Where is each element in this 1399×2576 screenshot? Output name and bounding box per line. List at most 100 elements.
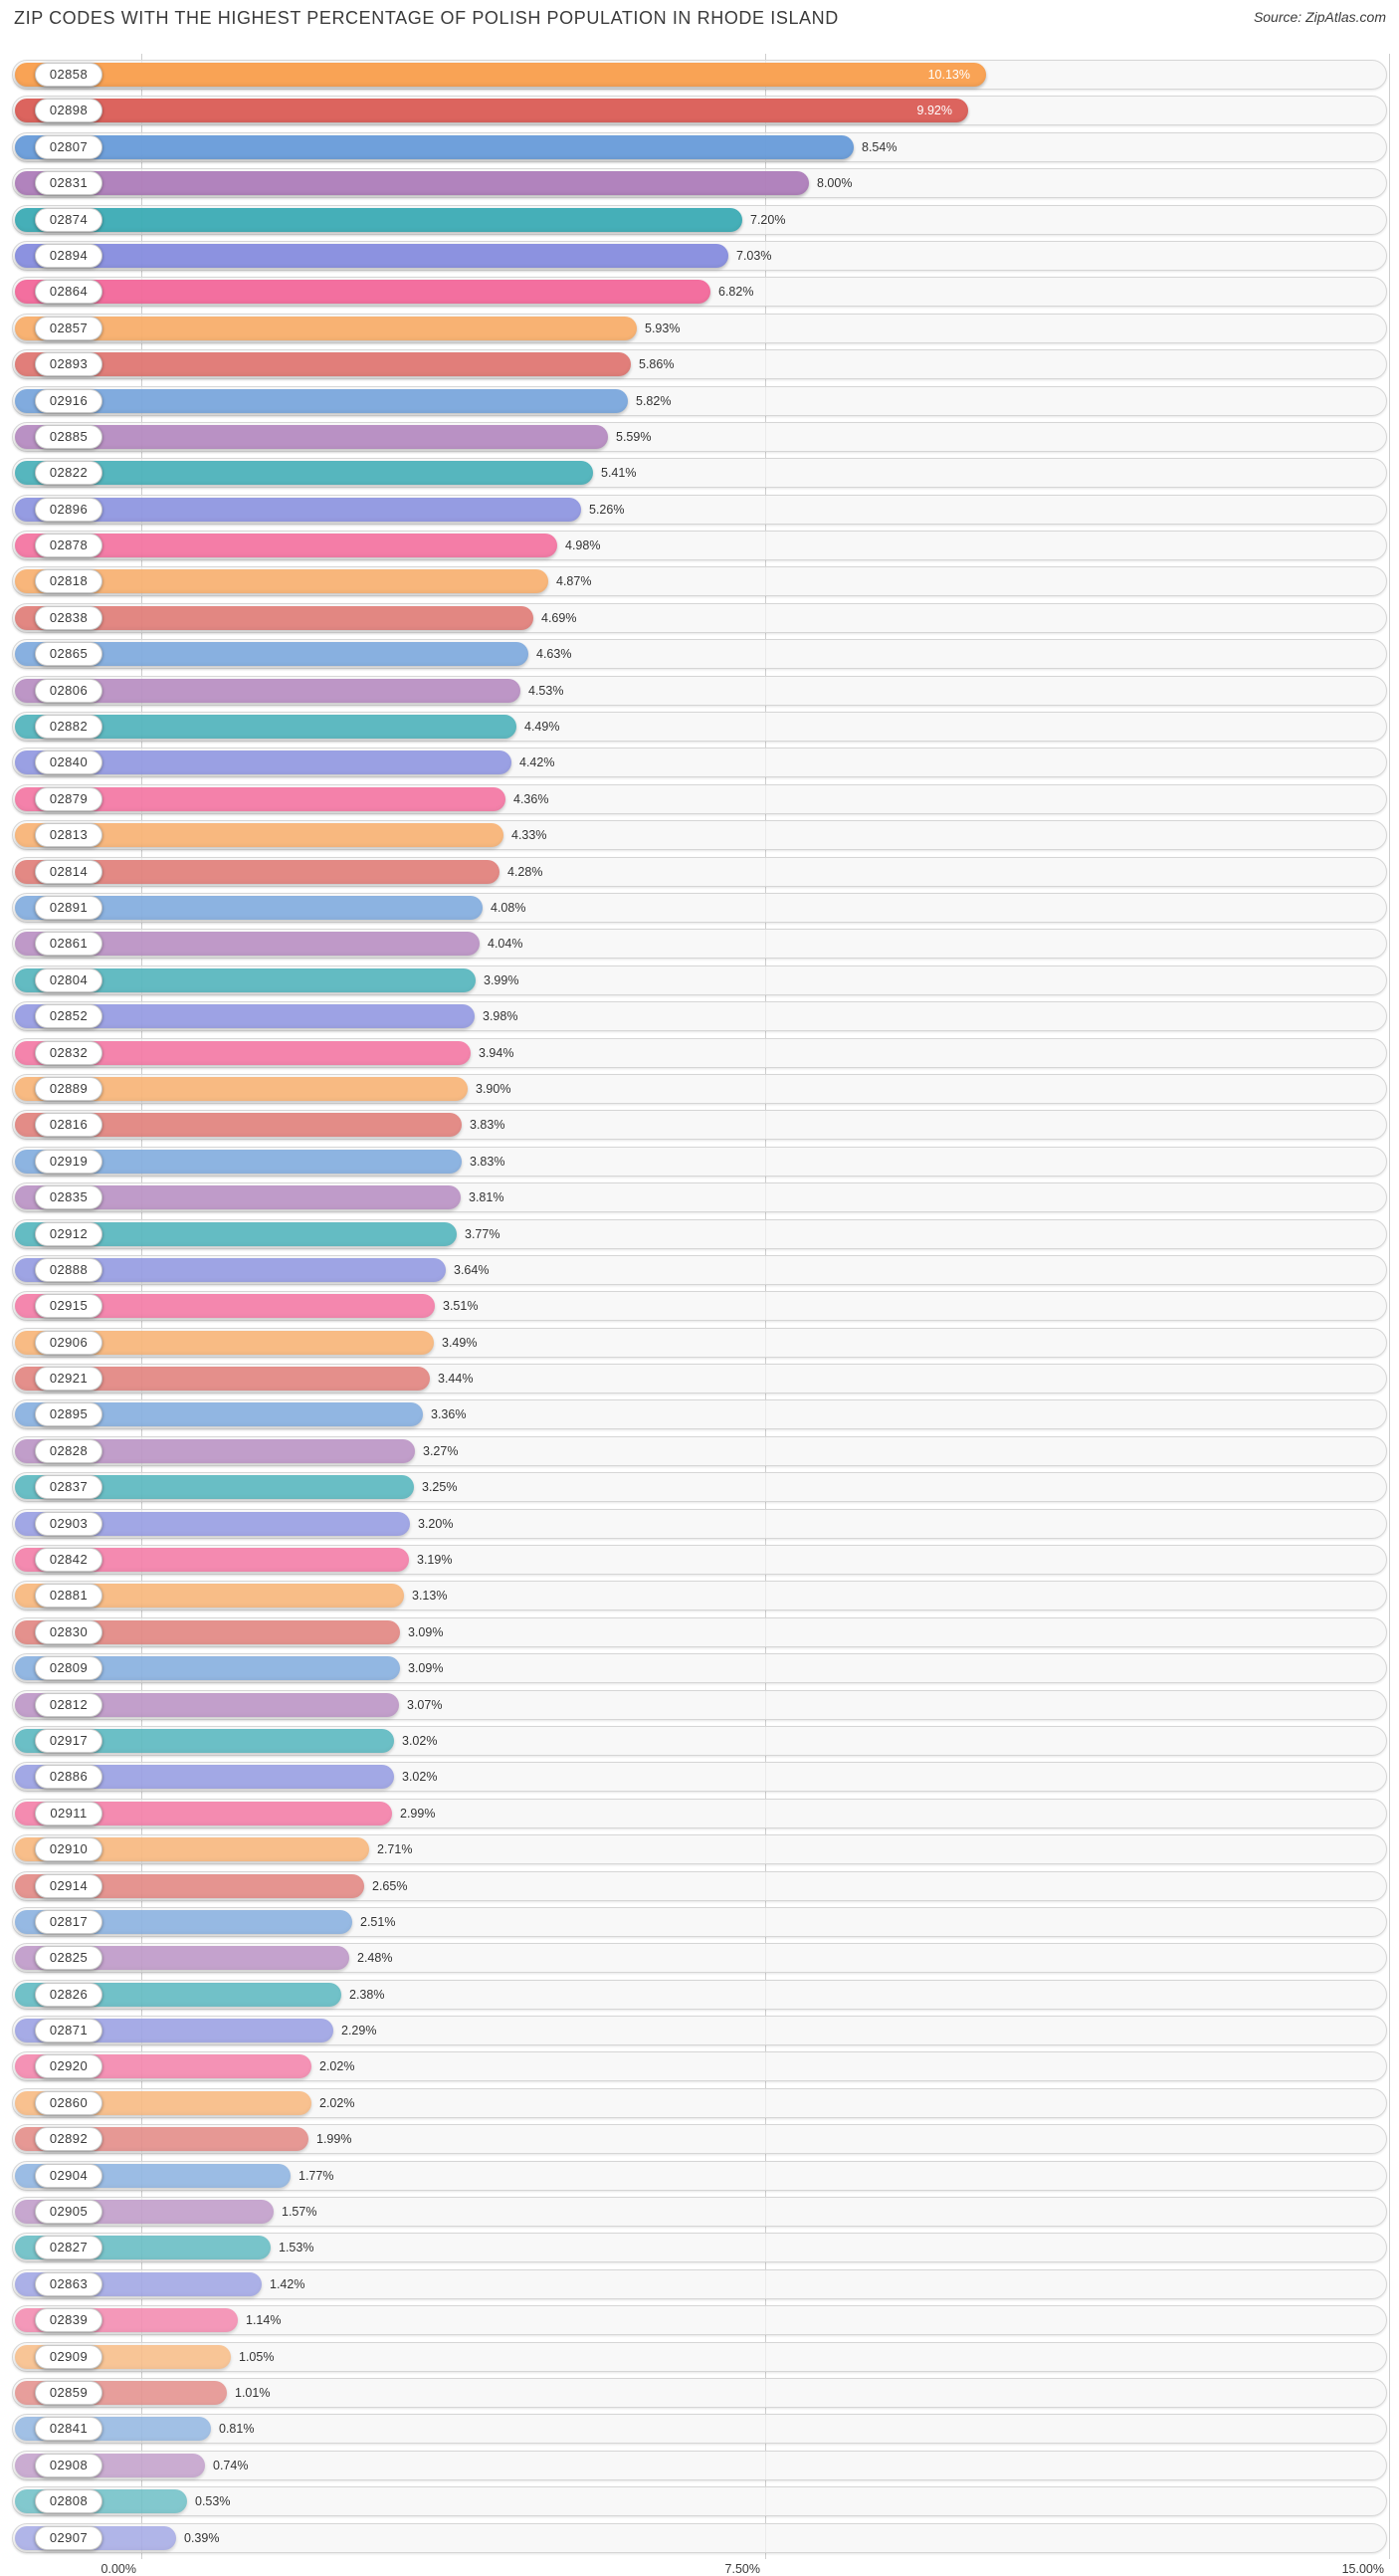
bar-02898[interactable] — [15, 99, 968, 123]
value-label-02914: 2.65% — [372, 1878, 408, 1893]
bar-row-02919: 02919 3.83% — [12, 1146, 1387, 1177]
value-label-02878: 4.98% — [565, 538, 601, 553]
bar-row-02806: 02806 4.53% — [12, 675, 1387, 706]
zip-badge-02863: 02863 — [35, 2271, 102, 2296]
bar-02831[interactable] — [15, 171, 809, 196]
value-label-02896: 5.26% — [589, 502, 625, 517]
bar-02822[interactable] — [15, 461, 593, 486]
zip-badge-02806: 02806 — [35, 678, 102, 703]
zip-badge-02838: 02838 — [35, 605, 102, 630]
source-attribution: Source: ZipAtlas.com — [1253, 9, 1386, 25]
value-label-02891: 4.08% — [491, 900, 526, 915]
bar-row-02832: 02832 3.94% — [12, 1037, 1387, 1068]
value-label-02909: 1.05% — [239, 2349, 275, 2364]
value-label-02871: 2.29% — [341, 2024, 377, 2039]
value-label-02809: 3.09% — [408, 1661, 444, 1676]
zip-badge-02908: 02908 — [35, 2453, 102, 2477]
bar-02874[interactable] — [15, 207, 742, 232]
bar-02818[interactable] — [15, 569, 548, 594]
bar-02896[interactable] — [15, 497, 581, 522]
zip-badge-02828: 02828 — [35, 1438, 102, 1463]
bar-row-02904: 02904 1.77% — [12, 2160, 1387, 2191]
bar-row-02837: 02837 3.25% — [12, 1472, 1387, 1503]
bar-02857[interactable] — [15, 316, 637, 340]
zip-badge-02892: 02892 — [35, 2127, 102, 2152]
bar-row-02804: 02804 3.99% — [12, 965, 1387, 995]
bar-row-02885: 02885 5.59% — [12, 421, 1387, 452]
value-label-02831: 8.00% — [817, 176, 853, 191]
value-label-02911: 2.99% — [400, 1806, 436, 1821]
bar-02916[interactable] — [15, 388, 628, 413]
value-label-02813: 4.33% — [511, 828, 547, 843]
value-label-02916: 5.82% — [636, 393, 672, 408]
bar-row-02831: 02831 8.00% — [12, 168, 1387, 199]
bar-row-02840: 02840 4.42% — [12, 748, 1387, 778]
bar-row-02893: 02893 5.86% — [12, 349, 1387, 380]
zip-badge-02915: 02915 — [35, 1294, 102, 1319]
zip-badge-02818: 02818 — [35, 569, 102, 594]
zip-badge-02864: 02864 — [35, 280, 102, 305]
zip-badge-02825: 02825 — [35, 1946, 102, 1971]
value-label-02858: 10.13% — [927, 68, 970, 82]
value-label-02808: 0.53% — [195, 2494, 231, 2509]
bar-row-02878: 02878 4.98% — [12, 531, 1387, 561]
zip-badge-02879: 02879 — [35, 786, 102, 811]
bar-row-02859: 02859 1.01% — [12, 2378, 1387, 2408]
x-axis-tick-7.50%: 7.50% — [724, 2561, 760, 2576]
zip-badge-02830: 02830 — [35, 1619, 102, 1644]
zip-badge-02827: 02827 — [35, 2236, 102, 2260]
bar-row-02912: 02912 3.77% — [12, 1218, 1387, 1249]
bar-row-02825: 02825 2.48% — [12, 1943, 1387, 1974]
value-label-02864: 6.82% — [718, 285, 754, 300]
value-label-02852: 3.98% — [483, 1009, 518, 1024]
bar-row-02898: 02898 9.92% — [12, 96, 1387, 126]
bar-row-02816: 02816 3.83% — [12, 1110, 1387, 1141]
zip-badge-02842: 02842 — [35, 1548, 102, 1573]
zip-badge-02903: 02903 — [35, 1511, 102, 1536]
value-label-02886: 3.02% — [402, 1770, 438, 1785]
value-label-02841: 0.81% — [219, 2422, 255, 2437]
zip-badge-02859: 02859 — [35, 2381, 102, 2405]
bar-02878[interactable] — [15, 534, 557, 558]
zip-badge-02857: 02857 — [35, 316, 102, 340]
zip-badge-02808: 02808 — [35, 2489, 102, 2514]
zip-badge-02878: 02878 — [35, 534, 102, 558]
zip-badge-02881: 02881 — [35, 1584, 102, 1609]
bar-02893[interactable] — [15, 352, 631, 377]
zip-badge-02865: 02865 — [35, 642, 102, 667]
bar-row-02871: 02871 2.29% — [12, 2016, 1387, 2046]
zip-badge-02895: 02895 — [35, 1402, 102, 1427]
zip-badge-02861: 02861 — [35, 932, 102, 957]
zip-badge-02826: 02826 — [35, 1982, 102, 2007]
zip-badge-02910: 02910 — [35, 1837, 102, 1862]
zip-badge-02889: 02889 — [35, 1076, 102, 1101]
zip-badge-02907: 02907 — [35, 2525, 102, 2550]
value-label-02835: 3.81% — [469, 1190, 504, 1205]
bar-02894[interactable] — [15, 243, 728, 268]
value-label-02839: 1.14% — [246, 2313, 282, 2328]
zip-badge-02893: 02893 — [35, 352, 102, 377]
zip-badge-02886: 02886 — [35, 1765, 102, 1790]
bar-02885[interactable] — [15, 424, 608, 449]
value-label-02804: 3.99% — [484, 972, 519, 987]
value-label-02905: 1.57% — [282, 2205, 317, 2220]
bar-row-02812: 02812 3.07% — [12, 1689, 1387, 1720]
bar-02807[interactable] — [15, 134, 854, 159]
zip-badge-02809: 02809 — [35, 1656, 102, 1681]
value-label-02879: 4.36% — [513, 791, 549, 806]
bar-row-02906: 02906 3.49% — [12, 1327, 1387, 1358]
bar-row-02863: 02863 1.42% — [12, 2268, 1387, 2299]
zip-badge-02858: 02858 — [35, 63, 102, 87]
value-label-02863: 1.42% — [270, 2276, 305, 2291]
bar-row-02852: 02852 3.98% — [12, 1001, 1387, 1032]
zip-badge-02917: 02917 — [35, 1728, 102, 1753]
value-label-02919: 3.83% — [470, 1154, 505, 1169]
value-label-02830: 3.09% — [408, 1624, 444, 1639]
bar-02858[interactable] — [15, 63, 986, 87]
value-label-02817: 2.51% — [360, 1914, 396, 1929]
zip-badge-02916: 02916 — [35, 388, 102, 413]
value-label-02859: 1.01% — [235, 2386, 271, 2400]
value-label-02895: 3.36% — [431, 1407, 467, 1422]
bar-02864[interactable] — [15, 280, 710, 305]
value-label-02921: 3.44% — [438, 1372, 474, 1387]
